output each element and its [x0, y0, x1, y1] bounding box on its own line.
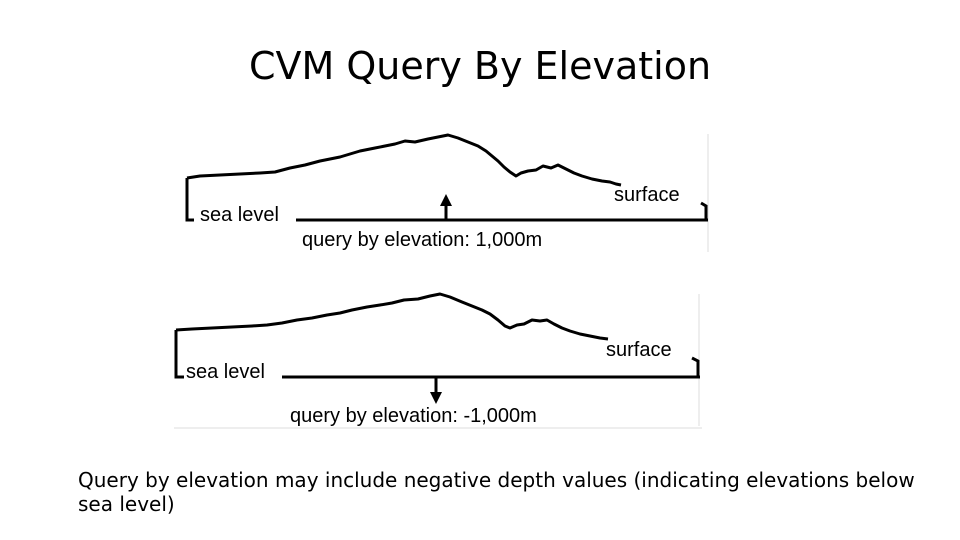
- sea-level-bracket: [174, 330, 184, 379]
- query-elevation-label: query by elevation: 1,000m: [302, 229, 542, 251]
- surface-profile-line: [175, 292, 609, 341]
- surface-bracket: [691, 356, 700, 377]
- sea-level-label: sea level: [200, 204, 279, 226]
- arrow-down-icon: [430, 377, 442, 404]
- caption-text: Query by elevation may include negative …: [78, 468, 915, 516]
- sea-level-bracket: [185, 178, 194, 222]
- elevation-diagram-negative: sea level surface query by elevation: -1…: [172, 286, 704, 432]
- query-elevation-label: query by elevation: -1,000m: [290, 405, 537, 427]
- arrow-up-icon: [440, 194, 452, 220]
- slide-title: CVM Query By Elevation: [248, 44, 712, 88]
- elevation-diagram-positive: sea level surface query by elevation: 1,…: [180, 128, 712, 256]
- surface-label: surface: [614, 184, 680, 206]
- surface-bracket: [700, 201, 708, 220]
- surface-label: surface: [606, 339, 672, 361]
- surface-profile-line: [186, 133, 622, 187]
- sea-level-label: sea level: [186, 361, 265, 383]
